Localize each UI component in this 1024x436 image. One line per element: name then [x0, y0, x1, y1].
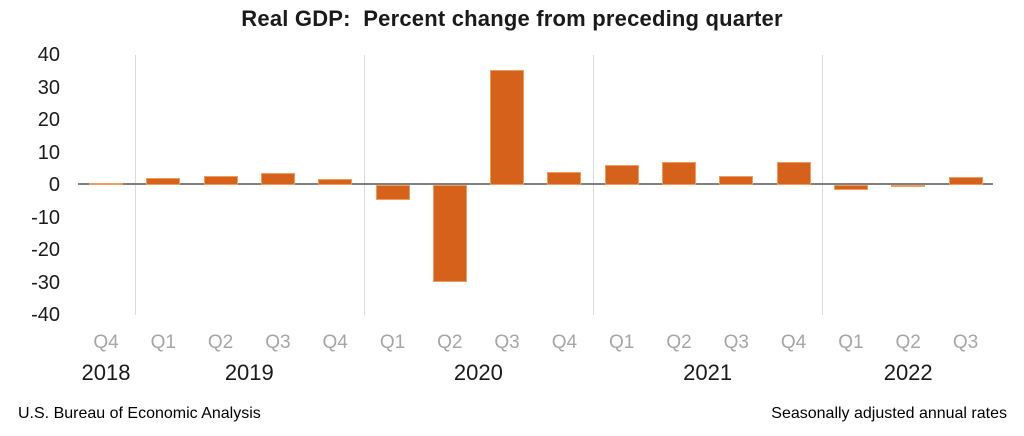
chart-title: Real GDP: Percent change from preceding … — [241, 6, 783, 31]
y-axis-tick-label: -10 — [31, 206, 60, 229]
gdp-bar-q4-8 — [547, 172, 582, 185]
x-axis-quarter-label: Q4 — [780, 332, 807, 353]
gdp-bar-q4-12 — [776, 162, 811, 186]
x-axis-quarter-label: Q4 — [93, 332, 119, 353]
gdp-bar-q3-11 — [719, 176, 754, 185]
y-axis-tick-label: 10 — [37, 141, 60, 164]
y-axis-tick-label: -30 — [31, 271, 60, 294]
x-axis-quarter-label: Q1 — [379, 332, 406, 353]
gdp-bar-q4-0 — [89, 182, 123, 185]
x-axis-quarter-label: Q4 — [551, 332, 578, 353]
x-axis-year-label: 2022 — [883, 360, 933, 385]
x-axis-quarter-label: Q1 — [838, 332, 864, 353]
year-separator-gridline — [822, 55, 824, 315]
x-axis-year-label: 2019 — [224, 360, 274, 385]
y-axis-tick-label: 40 — [37, 44, 60, 66]
x-axis-quarter-label: Q2 — [666, 332, 692, 353]
gdp-bar-q2-10 — [662, 162, 696, 186]
x-axis-quarter-label: Q3 — [723, 332, 749, 353]
y-axis-tick-label: 20 — [37, 109, 60, 131]
x-axis-quarter-label: Q1 — [150, 332, 176, 353]
gdp-bar-q4-4 — [318, 179, 353, 186]
x-axis-quarter-label: Q1 — [609, 332, 635, 353]
x-axis-quarter-label: Q3 — [265, 332, 291, 353]
zero-axis-line — [78, 183, 993, 185]
x-axis-year-label: 2020 — [453, 360, 503, 385]
source-attribution: U.S. Bureau of Economic Analysis — [18, 405, 261, 422]
x-axis-quarter-label: Q2 — [895, 332, 921, 353]
x-axis-year-label: 2021 — [683, 360, 733, 385]
x-axis-quarter-label: Q2 — [207, 332, 234, 353]
y-axis-tick-label: -20 — [31, 239, 60, 261]
x-axis-year-label: 2018 — [81, 360, 131, 385]
gdp-bar-q1-1 — [146, 177, 181, 185]
x-axis-quarter-label: Q2 — [437, 332, 463, 353]
year-separator-gridline — [363, 55, 365, 315]
x-axis-quarter-label: Q3 — [952, 332, 979, 353]
x-axis-quarter-label: Q4 — [322, 332, 348, 353]
y-axis-tick-label: 30 — [37, 76, 60, 99]
gdp-bar-q2-6 — [432, 185, 467, 283]
y-axis-tick-label: 0 — [48, 174, 60, 196]
year-separator-gridline — [134, 55, 136, 315]
gdp-bar-q2-14 — [891, 185, 926, 187]
gdp-bar-q2-2 — [203, 176, 238, 185]
gdp-bar-q3-15 — [948, 176, 983, 186]
gdp-bar-q1-13 — [833, 185, 868, 191]
adjustment-note: Seasonally adjusted annual rates — [771, 405, 1007, 422]
y-axis-tick-label: -40 — [31, 304, 60, 326]
gdp-bar-q1-5 — [375, 185, 410, 200]
gdp-bar-q3-7 — [490, 70, 525, 185]
year-separator-gridline — [593, 55, 594, 315]
gdp-bar-q1-9 — [604, 164, 639, 185]
gdp-bar-q3-3 — [260, 173, 295, 185]
x-axis-quarter-label: Q3 — [494, 332, 520, 353]
